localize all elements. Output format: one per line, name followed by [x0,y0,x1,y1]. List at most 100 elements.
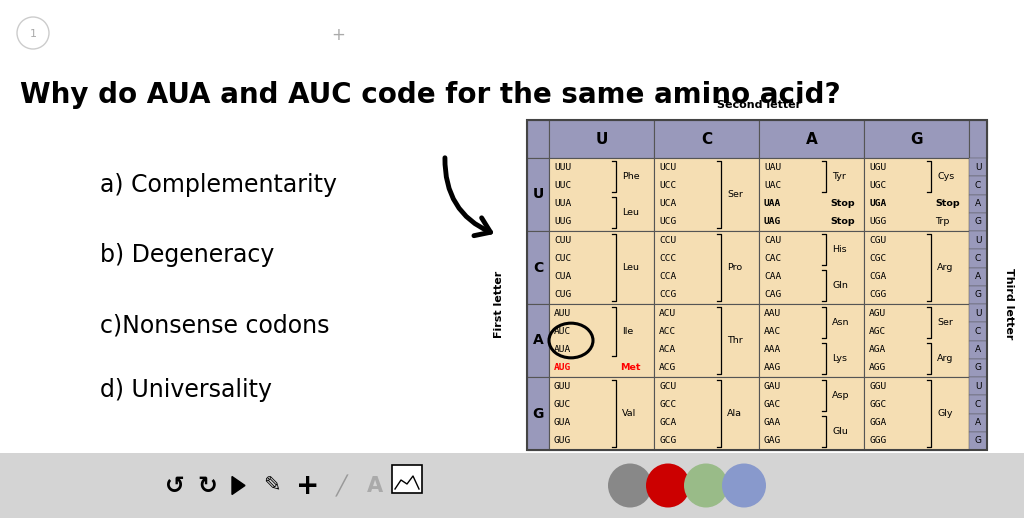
Bar [969,304,987,322]
Text: A: A [975,345,981,354]
Bar [549,120,654,158]
Text: C: C [975,181,981,190]
Text: AAG: AAG [764,363,781,372]
Text: UAA: UAA [764,199,781,208]
Text: ✎: ✎ [263,476,281,496]
Text: a) Complementarity: a) Complementarity [100,173,337,197]
Bar [969,286,987,304]
Text: CCA: CCA [659,272,676,281]
Text: CUU: CUU [554,236,571,244]
Bar [969,322,987,340]
Bar [969,194,987,213]
Bar [549,377,654,450]
Bar [969,377,987,395]
Text: Stop: Stop [935,199,961,208]
Bar [969,249,987,267]
Text: A: A [532,334,544,348]
Text: Stop: Stop [830,218,855,226]
Text: UAU: UAU [764,163,781,171]
Text: Third letter: Third letter [1004,268,1014,340]
Text: U: U [595,132,607,147]
Text: CUG: CUG [554,291,571,299]
Text: A: A [975,199,981,208]
Text: AGC: AGC [869,327,886,336]
Text: Why do AUA and AUC code for the same amino acid?: Why do AUA and AUC code for the same ami… [19,81,841,109]
Text: AGA: AGA [869,345,886,354]
Bar [759,158,864,231]
Text: Cys: Cys [937,172,954,181]
Text: UGG: UGG [869,218,886,226]
Text: +: + [296,471,319,499]
Text: b) Degeneracy: b) Degeneracy [100,243,274,267]
Text: Asn: Asn [833,318,850,327]
Bar [654,377,759,450]
Bar [969,213,987,231]
Text: Glu: Glu [833,427,848,436]
Text: Ile: Ile [623,327,634,336]
Text: C: C [975,400,981,409]
Bar [969,413,987,431]
Text: GCA: GCA [659,418,676,427]
Text: +: + [331,26,345,44]
Text: c)Nonsense codons: c)Nonsense codons [100,313,330,337]
Text: G: G [910,132,923,147]
Text: Val: Val [623,409,637,418]
Text: CCC: CCC [659,254,676,263]
Ellipse shape [722,464,766,508]
Bar [864,231,969,304]
Bar [549,304,654,377]
Bar [864,304,969,377]
Text: A: A [975,418,981,427]
Text: CAA: CAA [764,272,781,281]
Text: GCU: GCU [659,382,676,391]
Bar [969,395,987,413]
Bar [969,340,987,359]
Bar [654,231,759,304]
Text: GAA: GAA [764,418,781,427]
Text: Pro: Pro [727,263,742,272]
Bar [549,231,654,304]
Text: A: A [975,272,981,281]
Text: CAC: CAC [764,254,781,263]
FancyArrowPatch shape [444,158,490,236]
Text: UAC: UAC [764,181,781,190]
Text: G: G [975,291,981,299]
Bar [969,158,987,176]
Ellipse shape [646,464,690,508]
Bar [527,377,549,450]
Text: ACC: ACC [659,327,676,336]
Text: UCG: UCG [659,218,676,226]
Bar [864,158,969,231]
Bar [969,231,987,249]
Text: UGA: UGA [869,199,886,208]
Text: GCG: GCG [659,436,676,445]
Bar [527,120,549,158]
Text: CUC: CUC [554,254,571,263]
Bar [654,120,759,158]
Text: ↻: ↻ [198,473,217,497]
Bar [654,158,759,231]
Bar [759,377,864,450]
Bar [527,304,549,377]
Text: Trp: Trp [935,218,950,226]
Text: C: C [701,132,712,147]
Text: GCC: GCC [659,400,676,409]
Bar [969,359,987,377]
Text: Gly: Gly [937,409,953,418]
Text: UUU: UUU [554,163,571,171]
Text: UUG: UUG [554,218,571,226]
Text: GUG: GUG [554,436,571,445]
Bar [759,304,864,377]
Text: AGU: AGU [869,309,886,318]
Text: First letter: First letter [494,270,504,338]
Text: AAU: AAU [764,309,781,318]
Bar [969,431,987,450]
Text: G: G [975,436,981,445]
Text: G: G [975,363,981,372]
Text: CGU: CGU [869,236,886,244]
Text: Thr: Thr [727,336,743,345]
Text: A: A [367,476,383,496]
Ellipse shape [608,464,652,508]
Text: Tyr: Tyr [833,172,846,181]
Text: 1: 1 [30,29,37,39]
